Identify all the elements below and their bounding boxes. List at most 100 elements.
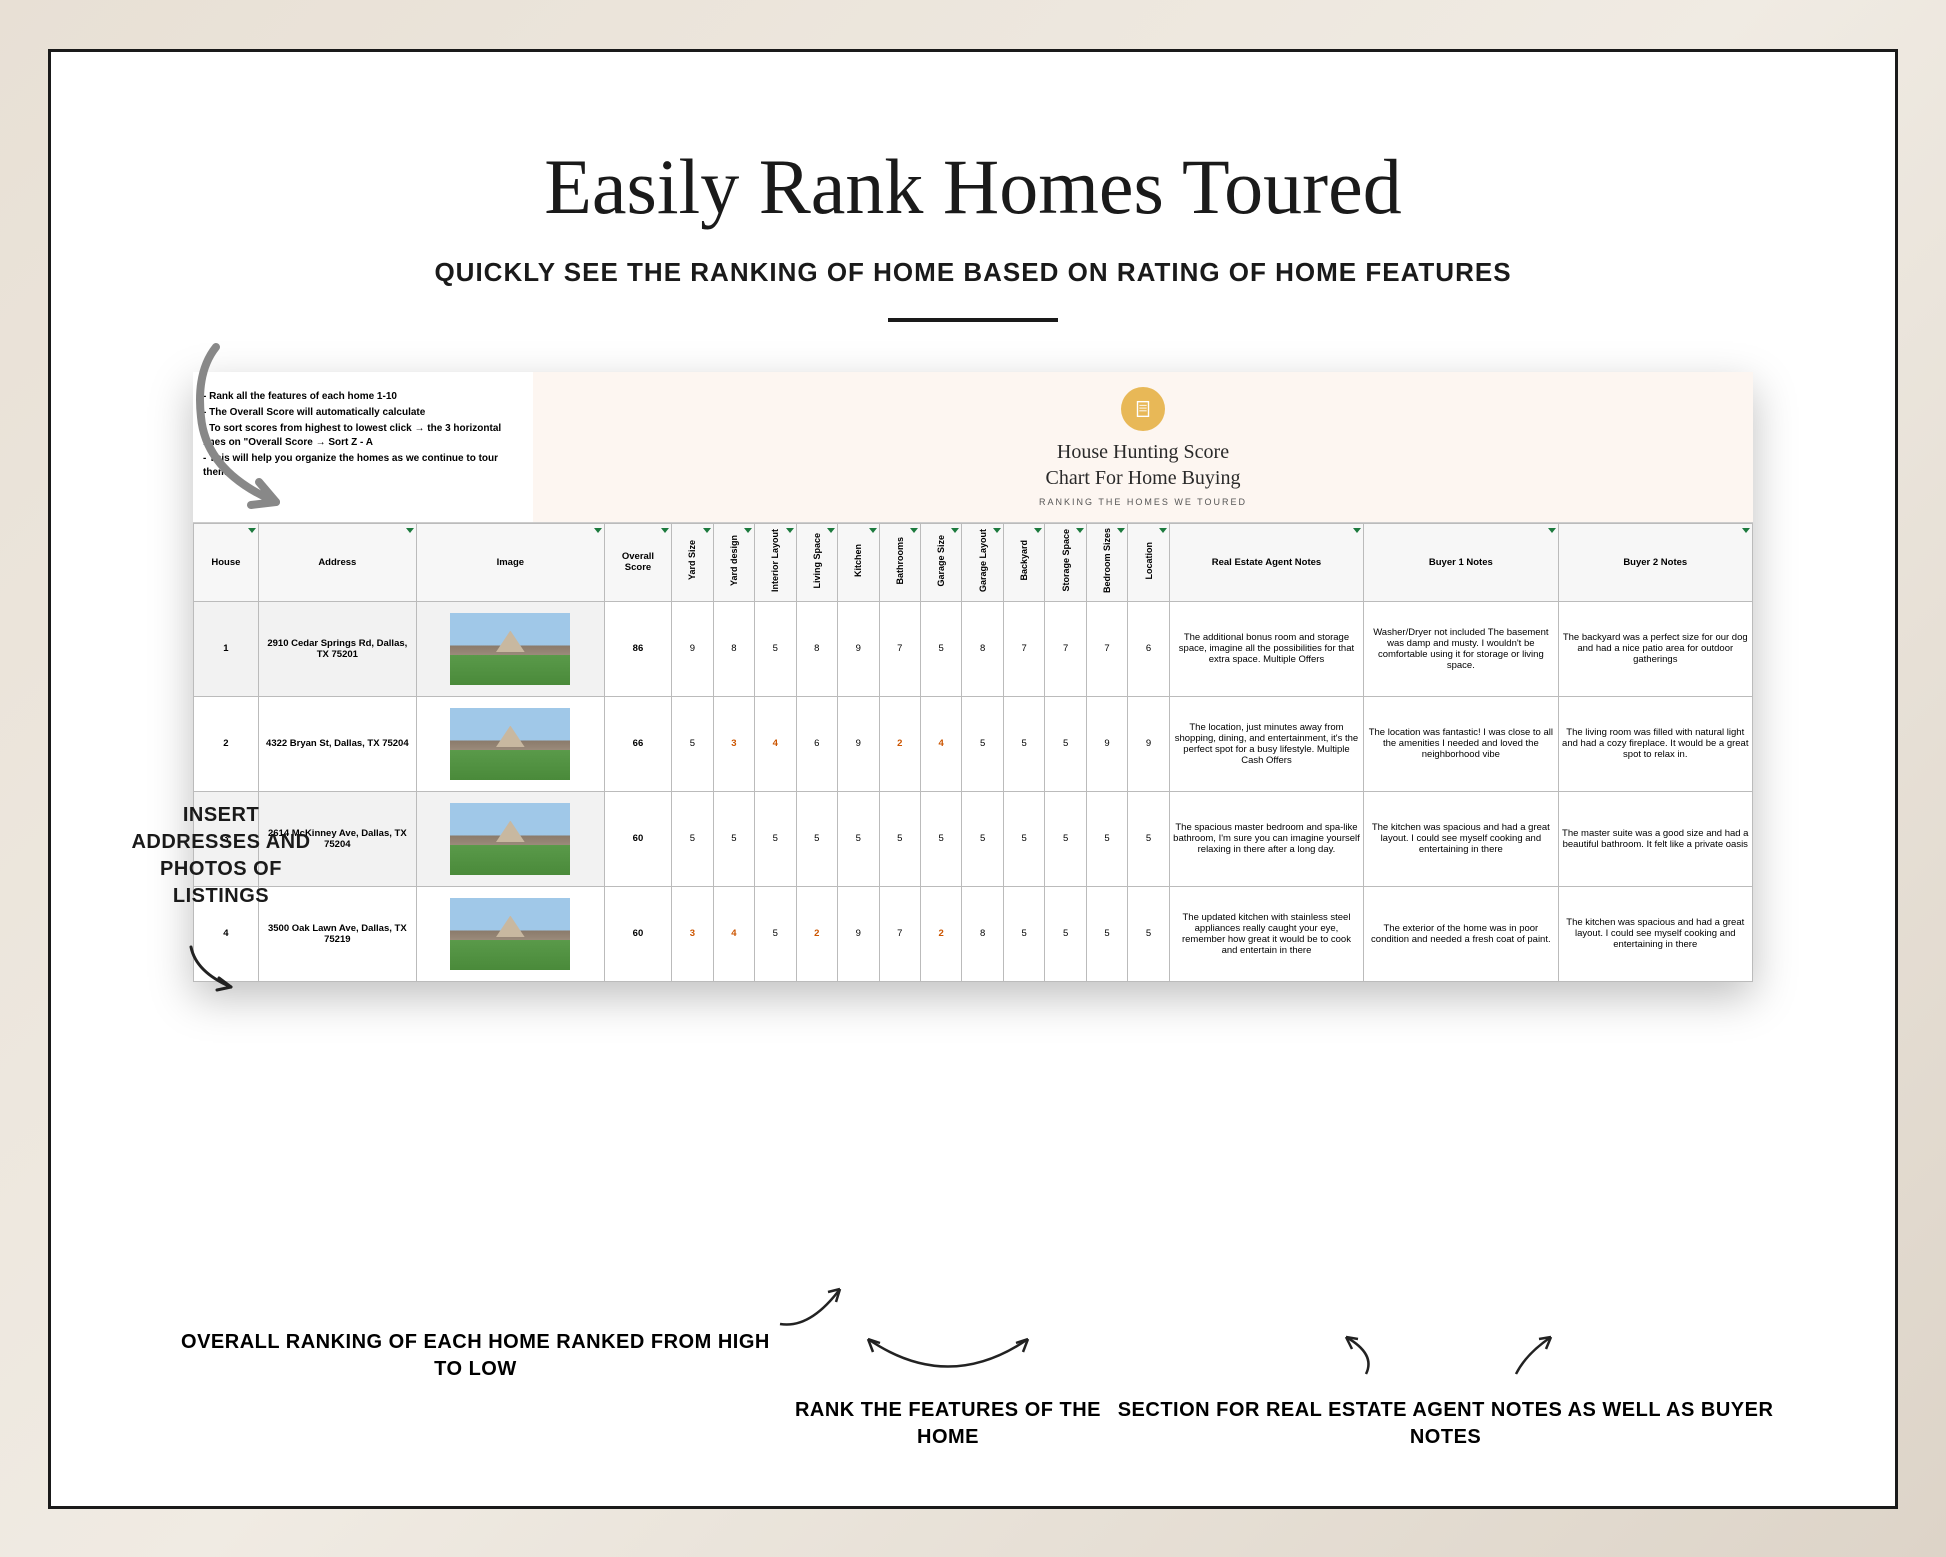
- cell-feature[interactable]: 3: [713, 696, 754, 791]
- cell-feature[interactable]: 6: [796, 696, 837, 791]
- cell-feature[interactable]: 5: [1045, 696, 1086, 791]
- cell-score[interactable]: 66: [604, 696, 671, 791]
- cell-buyer2-notes[interactable]: The kitchen was spacious and had a great…: [1558, 886, 1752, 981]
- filter-icon[interactable]: [1117, 528, 1125, 533]
- col-feature[interactable]: Location: [1128, 523, 1169, 601]
- cell-buyer2-notes[interactable]: The backyard was a perfect size for our …: [1558, 601, 1752, 696]
- cell-feature[interactable]: 9: [838, 696, 879, 791]
- cell-feature[interactable]: 5: [962, 791, 1003, 886]
- cell-buyer1-notes[interactable]: The kitchen was spacious and had a great…: [1364, 791, 1558, 886]
- cell-feature[interactable]: 4: [755, 696, 796, 791]
- cell-feature[interactable]: 5: [755, 601, 796, 696]
- cell-feature[interactable]: 8: [962, 886, 1003, 981]
- cell-feature[interactable]: 4: [920, 696, 961, 791]
- col-feature[interactable]: Garage Size: [920, 523, 961, 601]
- filter-icon[interactable]: [1353, 528, 1361, 533]
- cell-feature[interactable]: 5: [755, 886, 796, 981]
- col-feature[interactable]: Garage Layout: [962, 523, 1003, 601]
- cell-num[interactable]: 1: [194, 601, 259, 696]
- cell-feature[interactable]: 5: [755, 791, 796, 886]
- cell-feature[interactable]: 5: [672, 791, 713, 886]
- cell-feature[interactable]: 5: [920, 791, 961, 886]
- cell-address[interactable]: 2910 Cedar Springs Rd, Dallas, TX 75201: [258, 601, 416, 696]
- cell-feature[interactable]: 8: [962, 601, 1003, 696]
- col-address[interactable]: Address: [258, 523, 416, 601]
- cell-score[interactable]: 86: [604, 601, 671, 696]
- cell-feature[interactable]: 7: [1045, 601, 1086, 696]
- col-image[interactable]: Image: [416, 523, 604, 601]
- cell-feature[interactable]: 9: [838, 886, 879, 981]
- col-feature[interactable]: Kitchen: [838, 523, 879, 601]
- col-buyer2[interactable]: Buyer 2 Notes: [1558, 523, 1752, 601]
- cell-feature[interactable]: 5: [1086, 791, 1127, 886]
- cell-feature[interactable]: 7: [879, 601, 920, 696]
- cell-feature[interactable]: 7: [1003, 601, 1044, 696]
- cell-feature[interactable]: 5: [1045, 886, 1086, 981]
- filter-icon[interactable]: [661, 528, 669, 533]
- col-feature[interactable]: Yard Size: [672, 523, 713, 601]
- cell-feature[interactable]: 5: [1003, 886, 1044, 981]
- cell-feature[interactable]: 8: [713, 601, 754, 696]
- cell-feature[interactable]: 9: [1128, 696, 1169, 791]
- cell-image[interactable]: [416, 601, 604, 696]
- filter-icon[interactable]: [1076, 528, 1084, 533]
- col-buyer1[interactable]: Buyer 1 Notes: [1364, 523, 1558, 601]
- cell-buyer1-notes[interactable]: The exterior of the home was in poor con…: [1364, 886, 1558, 981]
- cell-feature[interactable]: 9: [672, 601, 713, 696]
- cell-feature[interactable]: 2: [796, 886, 837, 981]
- cell-buyer2-notes[interactable]: The master suite was a good size and had…: [1558, 791, 1752, 886]
- cell-feature[interactable]: 5: [796, 791, 837, 886]
- cell-image[interactable]: [416, 696, 604, 791]
- cell-feature[interactable]: 5: [920, 601, 961, 696]
- filter-icon[interactable]: [786, 528, 794, 533]
- col-agent-notes[interactable]: Real Estate Agent Notes: [1169, 523, 1363, 601]
- filter-icon[interactable]: [594, 528, 602, 533]
- cell-feature[interactable]: 9: [1086, 696, 1127, 791]
- cell-buyer1-notes[interactable]: The location was fantastic! I was close …: [1364, 696, 1558, 791]
- col-score[interactable]: Overall Score: [604, 523, 671, 601]
- col-feature[interactable]: Living Space: [796, 523, 837, 601]
- filter-icon[interactable]: [1034, 528, 1042, 533]
- col-feature[interactable]: Bedroom Sizes: [1086, 523, 1127, 601]
- filter-icon[interactable]: [827, 528, 835, 533]
- cell-feature[interactable]: 3: [672, 886, 713, 981]
- cell-feature[interactable]: 9: [838, 601, 879, 696]
- cell-address[interactable]: 4322 Bryan St, Dallas, TX 75204: [258, 696, 416, 791]
- cell-num[interactable]: 2: [194, 696, 259, 791]
- cell-feature[interactable]: 5: [1128, 886, 1169, 981]
- filter-icon[interactable]: [993, 528, 1001, 533]
- filter-icon[interactable]: [1742, 528, 1750, 533]
- filter-icon[interactable]: [869, 528, 877, 533]
- filter-icon[interactable]: [703, 528, 711, 533]
- cell-feature[interactable]: 5: [1086, 886, 1127, 981]
- cell-score[interactable]: 60: [604, 791, 671, 886]
- cell-feature[interactable]: 6: [1128, 601, 1169, 696]
- cell-feature[interactable]: 5: [1003, 791, 1044, 886]
- cell-feature[interactable]: 4: [713, 886, 754, 981]
- filter-icon[interactable]: [910, 528, 918, 533]
- cell-feature[interactable]: 5: [1128, 791, 1169, 886]
- cell-feature[interactable]: 5: [672, 696, 713, 791]
- cell-feature[interactable]: 5: [1003, 696, 1044, 791]
- cell-agent-notes[interactable]: The updated kitchen with stainless steel…: [1169, 886, 1363, 981]
- cell-feature[interactable]: 7: [879, 886, 920, 981]
- col-feature[interactable]: Yard design: [713, 523, 754, 601]
- col-feature[interactable]: Backyard: [1003, 523, 1044, 601]
- filter-icon[interactable]: [1548, 528, 1556, 533]
- cell-feature[interactable]: 5: [962, 696, 1003, 791]
- cell-feature[interactable]: 5: [713, 791, 754, 886]
- cell-feature[interactable]: 7: [1086, 601, 1127, 696]
- col-house[interactable]: House: [194, 523, 259, 601]
- cell-buyer1-notes[interactable]: Washer/Dryer not included The basement w…: [1364, 601, 1558, 696]
- cell-agent-notes[interactable]: The spacious master bedroom and spa-like…: [1169, 791, 1363, 886]
- cell-buyer2-notes[interactable]: The living room was filled with natural …: [1558, 696, 1752, 791]
- filter-icon[interactable]: [406, 528, 414, 533]
- cell-score[interactable]: 60: [604, 886, 671, 981]
- cell-agent-notes[interactable]: The additional bonus room and storage sp…: [1169, 601, 1363, 696]
- filter-icon[interactable]: [951, 528, 959, 533]
- filter-icon[interactable]: [1159, 528, 1167, 533]
- cell-feature[interactable]: 8: [796, 601, 837, 696]
- cell-image[interactable]: [416, 791, 604, 886]
- cell-agent-notes[interactable]: The location, just minutes away from sho…: [1169, 696, 1363, 791]
- cell-feature[interactable]: 5: [879, 791, 920, 886]
